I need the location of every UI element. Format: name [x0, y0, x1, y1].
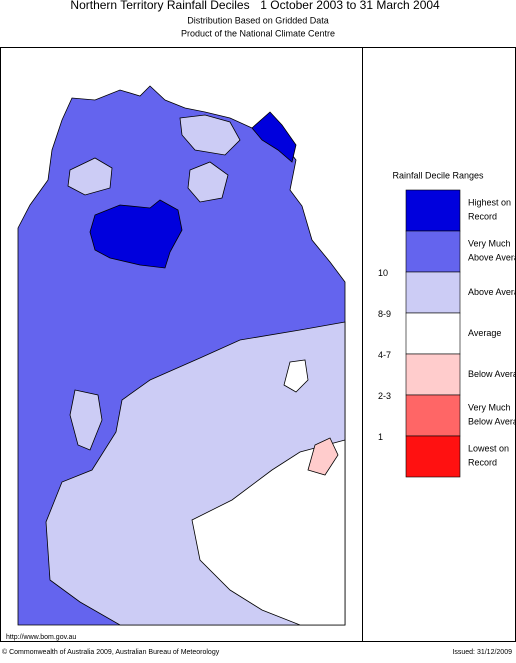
legend-label: Below Average	[468, 369, 516, 379]
legend-swatch	[405, 312, 461, 355]
region-below-average	[307, 437, 339, 476]
region-average	[283, 359, 309, 393]
region-above-average	[67, 157, 113, 196]
legend-swatch	[405, 271, 461, 314]
legend-swatch	[405, 353, 461, 396]
legend-range: 1	[378, 432, 383, 442]
title: Northern Territory Rainfall Deciles	[70, 0, 249, 12]
legend-swatch	[405, 394, 461, 437]
legend-range: 10	[378, 268, 388, 278]
region-average	[191, 439, 346, 626]
region-above-average	[69, 389, 103, 451]
url: http://www.bom.gov.au	[6, 634, 76, 641]
legend-title: Rainfall Decile Ranges	[392, 170, 484, 180]
region-above-average	[187, 161, 229, 203]
period: 1 October 2003 to 31 March 2004	[260, 0, 440, 12]
map	[17, 85, 346, 626]
legend-label: Highest on Record	[468, 198, 511, 222]
legend-label: Average	[468, 328, 501, 338]
region-above-average	[179, 114, 241, 156]
region-highest	[251, 111, 297, 163]
legend-range: 8-9	[378, 309, 391, 319]
legend-swatch	[405, 189, 461, 232]
issued: Issued: 31/12/2009	[452, 649, 512, 656]
legend-range: 2-3	[378, 391, 391, 401]
legend-label: Above Average	[468, 287, 516, 297]
copyright: © Commonwealth of Australia 2009, Austra…	[2, 648, 220, 656]
legend-label: Lowest on Record	[468, 444, 509, 468]
subtitle: Product of the National Climate Centre	[181, 28, 335, 38]
legend-range: 4-7	[378, 350, 391, 360]
region-highest	[89, 199, 183, 269]
legend-swatch	[405, 230, 461, 273]
subtitle: Distribution Based on Gridded Data	[187, 15, 329, 25]
legend-swatch	[405, 435, 461, 478]
